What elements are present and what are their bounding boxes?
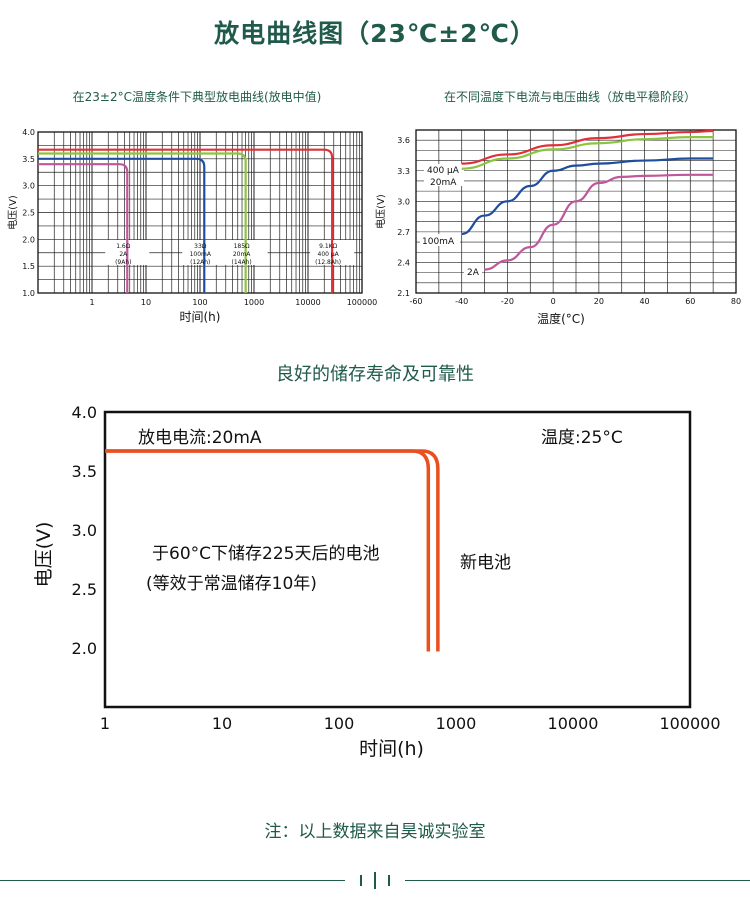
plot-frame	[415, 129, 737, 294]
y-tick-label: 2.1	[397, 289, 410, 298]
x-tick-label: 10	[141, 298, 151, 307]
x-tick-label: 100	[192, 298, 207, 307]
footer-divider-left	[0, 880, 345, 881]
y-tick-label: 1.5	[22, 262, 35, 271]
x-tick-label: 40	[639, 297, 649, 306]
series-label: 400 μA	[427, 166, 460, 176]
chart1-plot: 1.0 1.5 2.0 2.5 3.0 3.5 4.0 1 10 100 1000 10000 1000…	[6, 128, 378, 324]
series-label: 33Ω	[194, 243, 207, 250]
x-axis-label: 温度(°C)	[537, 311, 585, 326]
y-tick-label: 2.0	[72, 639, 97, 658]
series-label: 2A	[119, 251, 128, 258]
annotation-discharge-current: 放电电流:20mA	[138, 428, 262, 448]
x-tick-label: 1000	[244, 298, 264, 307]
y-tick-label: 2.7	[397, 228, 410, 237]
y-axis-label: 电压(V)	[374, 194, 387, 229]
plot-frame	[37, 131, 363, 294]
y-tick-label: 3.0	[22, 182, 35, 191]
annotation-stored-equivalent: (等效于常温储存10年)	[146, 574, 317, 594]
footer-mark-1	[360, 875, 362, 886]
series-label: (9Ah)	[115, 259, 131, 266]
series-line	[38, 157, 206, 293]
series-line	[105, 449, 440, 652]
series-label: 100mA	[190, 251, 212, 258]
x-tick-label: 10	[212, 714, 232, 733]
x-tick-label: 1	[89, 298, 94, 307]
footer-mark-3	[388, 875, 390, 886]
plot-frame	[103, 410, 692, 709]
footer-mark-2	[374, 872, 376, 889]
y-tick-label: 2.0	[22, 235, 35, 244]
series-line	[38, 163, 129, 293]
x-axis-label: 时间(h)	[359, 738, 424, 760]
y-tick-label: 4.0	[22, 128, 35, 137]
series-line	[484, 173, 714, 271]
x-tick-label: 20	[594, 297, 604, 306]
series-label: (12.8Ah)	[315, 259, 341, 266]
series-label: 400 μA	[318, 251, 340, 258]
series-label: 2A	[467, 268, 480, 278]
x-tick-label: 100000	[659, 714, 720, 733]
annotation-temperature: 温度:25°C	[541, 428, 623, 448]
series-label: 9.1KΩ	[319, 243, 337, 250]
x-tick-label: 10000	[548, 714, 599, 733]
x-tick-label: 0	[551, 297, 556, 306]
x-tick-label: 1000	[436, 714, 477, 733]
series-line	[461, 136, 714, 170]
series-label-bg	[424, 164, 464, 186]
series-line	[461, 129, 714, 165]
y-tick-label: 2.5	[72, 580, 97, 599]
chart2-title: 在不同温度下电流与电压曲线（放电平稳阶段）	[443, 90, 696, 104]
x-tick-label: 60	[685, 297, 695, 306]
chart1-title: 在23±2°C温度条件下典型放电曲线(放电中值)	[72, 90, 322, 104]
y-tick-label: 3.0	[397, 197, 410, 206]
series-label: (14Ah)	[232, 259, 252, 266]
x-tick-label: 1	[100, 714, 110, 733]
y-axis-label: 电压(V)	[6, 195, 19, 230]
y-tick-label: 3.5	[72, 462, 97, 481]
section-title: 良好的储存寿命及可靠性	[276, 364, 474, 385]
page-title: 放电曲线图（23℃±2℃）	[214, 19, 536, 48]
x-axis-label: 时间(h)	[180, 310, 221, 324]
annotation-new-battery: 新电池	[460, 553, 511, 573]
footer-divider-right	[405, 880, 750, 881]
x-tick-label: -40	[455, 297, 468, 306]
y-tick-label: 4.0	[72, 403, 97, 422]
y-tick-label: 3.3	[397, 167, 410, 176]
y-tick-label: 3.6	[397, 136, 410, 145]
x-tick-label: 100	[324, 714, 355, 733]
series-label: 1.6Ω	[116, 243, 131, 250]
x-tick-label: -60	[409, 297, 422, 306]
series-label-bg	[464, 265, 482, 277]
x-tick-label: 80	[731, 297, 741, 306]
series-label: (12Ah)	[190, 259, 210, 266]
series-label: 100mA	[422, 237, 455, 247]
y-tick-label: 2.5	[22, 209, 35, 218]
y-tick-label: 2.4	[397, 258, 410, 267]
x-tick-label: -20	[501, 297, 514, 306]
y-axis-label: 电压(V)	[33, 522, 55, 588]
y-tick-label: 3.5	[22, 155, 35, 164]
series-label: 20mA	[233, 251, 251, 258]
series-line	[461, 157, 714, 236]
series-label: 20mA	[430, 178, 457, 188]
series-label: 185Ω	[234, 243, 250, 250]
footnote: 注：以上数据来自昊诚实验室	[264, 822, 486, 842]
series-line	[38, 148, 334, 293]
y-tick-label: 3.0	[72, 521, 97, 540]
annotation-stored-battery: 于60°C下储存225天后的电池	[152, 544, 379, 564]
series-line	[38, 152, 247, 293]
x-tick-label: 100000	[347, 298, 378, 307]
y-tick-label: 1.0	[22, 289, 35, 298]
chart3-plot: 2.0 2.5 3.0 3.5 4.0 1 10 100 1000 10000 100000 时间(h…	[33, 403, 721, 760]
x-tick-label: 10000	[295, 298, 320, 307]
series-label-bg	[420, 234, 460, 246]
chart2-plot: 2.1 2.4 2.7 3.0 3.3 3.6 -60 -40 -20 0 20 40 60 80 温度(°…	[374, 129, 741, 326]
